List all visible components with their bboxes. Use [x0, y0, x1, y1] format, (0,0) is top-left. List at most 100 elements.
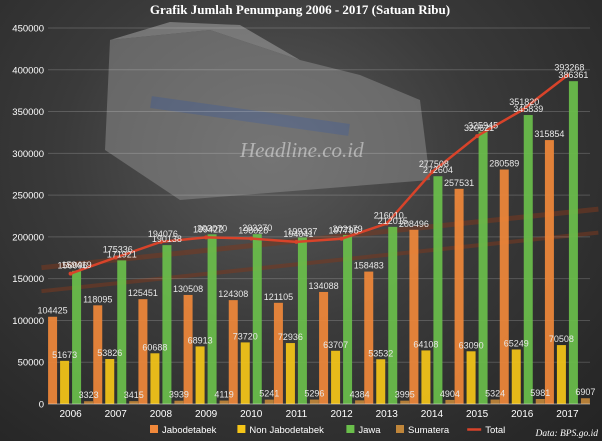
data-label: 134088: [309, 281, 339, 291]
legend-swatch: [346, 425, 355, 433]
data-label: 203070: [197, 223, 227, 233]
bar-jabodetabek: [48, 316, 58, 404]
data-label: 272604: [423, 165, 453, 175]
bar-non-jabodetabek: [60, 360, 70, 404]
bar-jawa: [433, 176, 443, 404]
bar-jawa: [117, 260, 127, 404]
x-tick-label: 2011: [286, 409, 308, 420]
total-line-series: [68, 73, 570, 276]
y-tick-label: 400000: [12, 65, 44, 76]
legend-swatch: [150, 425, 158, 433]
bar-jawa: [207, 234, 217, 404]
bar-jawa: [523, 115, 533, 405]
legend-label: Total: [485, 425, 505, 436]
bar-sumatera: [129, 401, 139, 404]
x-axis-ticks: 2006 2007 2008 2009 2010 2011 2012 2013 2014 2015…: [48, 403, 590, 420]
bar-non-jabodetabek: [105, 359, 115, 404]
chart-title: Grafik Jumlah Penumpang 2006 - 2017 (Sat…: [150, 2, 450, 17]
data-label: 159419: [62, 260, 92, 270]
data-label: 65249: [504, 338, 529, 348]
total-point: [475, 134, 480, 139]
bar-sumatera: [400, 400, 410, 404]
bar-non-jabodetabek: [195, 346, 205, 404]
data-label: 63090: [459, 340, 484, 350]
data-label: 68913: [188, 335, 213, 345]
total-point: [520, 108, 525, 113]
data-label-total: 175336: [103, 244, 133, 254]
bar-jawa: [478, 131, 488, 404]
bar-jawa: [252, 234, 262, 404]
bar-non-jabodetabek: [421, 350, 431, 404]
bar-series: [48, 81, 590, 405]
bar-non-jabodetabek: [331, 350, 341, 404]
data-label-total: 199422: [193, 224, 223, 234]
bar-jabodetabek: [409, 229, 419, 404]
locomotive-nose-shape: [110, 22, 300, 60]
x-tick-label: 2012: [330, 409, 353, 420]
x-tick-label: 2016: [511, 409, 534, 420]
data-label: 203270: [242, 223, 272, 233]
data-label: 70508: [549, 334, 574, 344]
data-label: 5981: [530, 388, 550, 398]
data-label: 64108: [413, 339, 438, 349]
bar-jabodetabek: [319, 291, 329, 404]
data-label-total: 216010: [374, 211, 404, 221]
x-tick-label: 2013: [376, 409, 399, 420]
data-label: 63707: [323, 340, 348, 350]
total-line: [70, 74, 569, 275]
data-label-total: 194041: [283, 229, 313, 239]
y-axis-ticks: 0 50000 100000 150000 200000 250000 300000 3500…: [12, 24, 44, 411]
x-tick-label: 2007: [105, 409, 128, 420]
bar-jabodetabek: [93, 305, 103, 404]
bar-jabodetabek: [183, 294, 193, 404]
x-tick-label: 2017: [556, 409, 579, 420]
bar-jabodetabek: [138, 299, 148, 404]
x-tick-label: 2006: [59, 409, 82, 420]
locomotive-stripe-shape: [150, 96, 350, 136]
bar-sumatera: [174, 400, 184, 404]
data-label: 125451: [128, 288, 158, 298]
bar-jabodetabek: [273, 302, 283, 404]
data-label-total: 156096: [58, 261, 88, 271]
data-label: 208496: [399, 219, 429, 229]
y-tick-label: 100000: [12, 316, 44, 327]
legend-label: Non Jabodetabek: [249, 425, 324, 436]
data-label: 257531: [444, 178, 474, 188]
bar-jabodetabek: [228, 300, 238, 404]
data-label-total: 393268: [554, 62, 584, 72]
data-label: 325945: [468, 121, 498, 131]
bar-sumatera: [535, 399, 545, 404]
data-label: 158483: [354, 261, 384, 271]
data-label: 104425: [38, 306, 68, 316]
bar-non-jabodetabek: [285, 343, 295, 404]
data-label: 51673: [52, 350, 77, 360]
legend-swatch: [396, 425, 404, 433]
data-label: 3323: [79, 390, 99, 400]
data-label: 199337: [287, 226, 317, 236]
bar-jawa: [72, 270, 82, 404]
bar-non-jabodetabek: [376, 359, 386, 404]
y-tick-label: 150000: [12, 274, 44, 285]
data-label: 212015: [378, 216, 408, 226]
data-label: 72936: [278, 332, 303, 342]
data-label: 280589: [489, 159, 519, 169]
data-label: 73720: [233, 331, 258, 341]
total-point: [294, 239, 299, 244]
total-point: [158, 239, 163, 244]
legend-label: Jawa: [358, 425, 381, 436]
total-point: [565, 73, 570, 78]
legend-label: Jabodetabek: [162, 425, 217, 436]
data-label: 4384: [350, 389, 370, 399]
legend-label: Sumatera: [408, 425, 450, 436]
bar-sumatera: [490, 399, 500, 404]
data-label-total: 197795: [329, 226, 359, 236]
data-label: 3939: [169, 390, 189, 400]
data-label: 60688: [142, 342, 167, 352]
data-label: 3415: [124, 390, 144, 400]
legend: Jabodetabek Non Jabodetabek Jawa Sumatera To…: [150, 425, 505, 436]
watermark-text: Headline.co.id: [239, 138, 364, 162]
data-label: 315854: [534, 129, 564, 139]
total-point: [113, 255, 118, 260]
data-label: 130508: [173, 284, 203, 294]
